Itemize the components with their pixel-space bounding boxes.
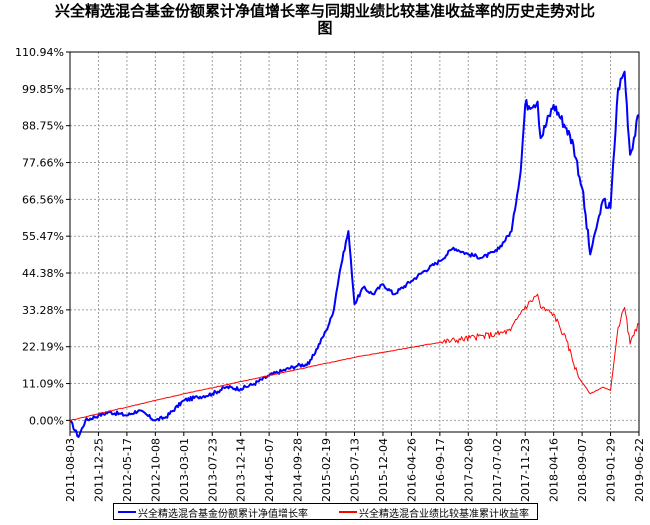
y-tick-label: 110.94%: [15, 46, 64, 59]
legend-label-benchmark: 兴全精选混合业绩比较基准累计收益率: [359, 509, 529, 520]
series-group: [69, 70, 640, 438]
y-tick-label: 33.28%: [22, 304, 64, 317]
y-axis-ticks: 110.94% 99.85% 88.75% 77.66% 66.56% 55.47% 44.…: [15, 46, 70, 427]
y-tick-label: 55.47%: [22, 230, 64, 243]
x-tick-label: 2014-09-28: [292, 438, 305, 502]
series-line-fund: [69, 70, 640, 438]
x-tick-label: 2013-07-23: [206, 438, 219, 502]
y-tick-label: 11.09%: [22, 378, 64, 391]
y-tick-label: 22.19%: [22, 341, 64, 354]
y-tick-label: 99.85%: [22, 83, 64, 96]
legend: 兴全精选混合基金份额累计净值增长率 兴全精选混合业绩比较基准累计收益率: [113, 503, 538, 520]
x-axis-ticks: 2011-08-03 2011-12-25 2012-05-17 2012-10-08…: [64, 432, 646, 502]
x-tick-label: 2018-09-07: [576, 438, 589, 502]
x-tick-label: 2012-05-17: [121, 438, 134, 502]
chart-title-line-1: 兴全精选混合基金份额累计净值增长率与同期业绩比较基准收益率的历史走势对比: [54, 2, 595, 20]
chart-title: 兴全精选混合基金份额累计净值增长率与同期业绩比较基准收益率的历史走势对比 图: [0, 3, 650, 37]
x-tick-label: 2012-10-08: [149, 438, 162, 502]
x-tick-label: 2016-04-26: [405, 438, 418, 502]
x-tick-label: 2014-05-07: [263, 438, 276, 502]
series-line-benchmark: [69, 293, 640, 421]
x-tick-label: 2018-04-16: [548, 438, 561, 502]
y-tick-label: 88.75%: [22, 120, 64, 133]
x-tick-label: 2011-12-25: [92, 438, 105, 502]
x-tick-label: 2015-07-13: [349, 438, 362, 502]
x-tick-label: 2017-07-02: [491, 438, 504, 502]
x-tick-label: 2011-08-03: [64, 438, 77, 502]
legend-label-fund: 兴全精选混合基金份额累计净值增长率: [138, 509, 308, 520]
grid-lines: [69, 51, 640, 432]
y-tick-label: 44.38%: [22, 267, 64, 280]
x-tick-label: 2015-02-19: [320, 438, 333, 502]
x-tick-label: 2019-01-29: [605, 438, 618, 502]
x-tick-label: 2017-11-23: [519, 438, 532, 502]
legend-swatch-benchmark: [339, 511, 357, 513]
y-tick-label: 66.56%: [22, 193, 64, 206]
legend-item-fund: 兴全精选混合基金份额累计净值增长率: [118, 505, 308, 520]
legend-item-benchmark: 兴全精选混合业绩比较基准累计收益率: [339, 505, 529, 520]
y-tick-label: 0.00%: [29, 414, 64, 427]
x-tick-label: 2013-12-14: [235, 438, 248, 502]
x-tick-label: 2017-02-08: [462, 438, 475, 502]
x-tick-label: 2015-12-04: [377, 438, 390, 502]
x-tick-label: 2016-09-17: [434, 438, 447, 502]
x-tick-label: 2019-06-22: [633, 438, 646, 502]
legend-swatch-fund: [118, 511, 136, 513]
y-tick-label: 77.66%: [22, 157, 64, 170]
chart-title-line-2: 图: [317, 19, 333, 37]
x-tick-label: 2013-03-01: [178, 438, 191, 502]
